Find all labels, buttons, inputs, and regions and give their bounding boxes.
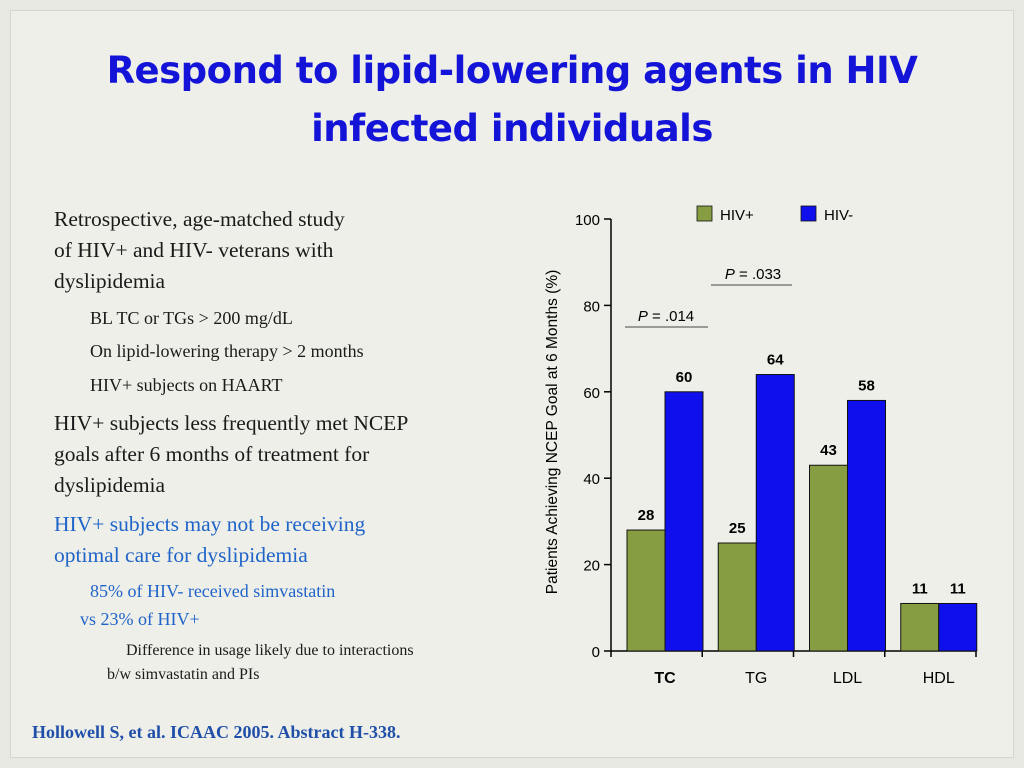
x-tick-label-tc: TC <box>654 670 676 687</box>
bar-tc-hiv-pos <box>626 529 666 652</box>
p-value-text: = .033 <box>735 266 781 283</box>
tertiary-bullet-line-2: b/w simvastatin and PIs <box>107 666 260 683</box>
legend-swatch-hiv-pos <box>696 205 713 222</box>
p-value-annotation-2: P = .033 <box>725 266 781 283</box>
bullet-3-line-1: HIV+ subjects may not be receiving <box>54 512 366 536</box>
y-tick-label-0: 0 <box>592 644 600 661</box>
y-tick-label-60: 60 <box>583 385 600 402</box>
bar-tg-hiv-pos <box>717 542 757 652</box>
data-label-hdl-hiv-neg: 11 <box>950 580 966 597</box>
data-label-tg-hiv-neg: 64 <box>767 352 784 369</box>
bullet-1-line-1: Retrospective, age-matched study <box>54 207 345 231</box>
x-tick-label-ldl: LDL <box>833 670 862 687</box>
y-tick-label-20: 20 <box>583 558 600 575</box>
y-tick-label-40: 40 <box>583 471 600 488</box>
x-tick-label-tg: TG <box>745 670 767 687</box>
p-value-text: = .014 <box>648 308 694 325</box>
bar-tc-hiv-neg <box>664 391 704 652</box>
data-label-tg-hiv-pos: 25 <box>729 520 746 537</box>
legend-label-hiv-neg: HIV- <box>824 207 853 224</box>
bullet-3-line-2: optimal care for dyslipidemia <box>54 543 308 567</box>
bar-ldl-hiv-pos <box>809 464 848 652</box>
slide-title: Respond to lipid-lowering agents in HIV … <box>0 42 1024 158</box>
bullet-2-line-2: goals after 6 months of treatment for <box>54 442 370 466</box>
bar-hdl-hiv-pos <box>900 602 940 652</box>
sub-bullet-3: HIV+ subjects on HAART <box>90 375 283 395</box>
data-label-tc-hiv-pos: 28 <box>638 507 655 524</box>
sub-bullet-4-line-2: vs 23% of HIV+ <box>80 609 200 629</box>
p-value-annotation-1: P = .014 <box>638 308 694 325</box>
bullet-2-line-3: dyslipidemia <box>54 473 166 497</box>
bar-hdl-hiv-neg <box>938 602 978 652</box>
sub-bullet-2: On lipid-lowering therapy > 2 months <box>90 341 364 361</box>
x-tick-label-hdl: HDL <box>923 670 955 687</box>
sub-bullet-1: BL TC or TGs > 200 mg/dL <box>90 308 293 328</box>
bar-ldl-hiv-neg <box>847 399 886 652</box>
title-line-1: Respond to lipid-lowering agents in HIV <box>106 49 918 92</box>
title-line-2: infected individuals <box>311 107 713 150</box>
reference-citation: Hollowell S, et al. ICAAC 2005. Abstract… <box>32 722 401 742</box>
data-label-tc-hiv-neg: 60 <box>676 369 693 386</box>
tertiary-bullet-line-1: Difference in usage likely due to intera… <box>126 642 414 659</box>
bullet-1-line-3: dyslipidemia <box>54 269 166 293</box>
p-value-italic-p: P <box>638 308 648 325</box>
y-tick-label-100: 100 <box>575 212 600 229</box>
p-value-italic-p: P <box>725 266 735 283</box>
sub-bullet-4-line-1: 85% of HIV- received simvastatin <box>90 581 336 601</box>
bullet-2-line-1: HIV+ subjects less frequently met NCEP <box>54 411 409 435</box>
data-label-hdl-hiv-pos: 11 <box>912 580 928 597</box>
legend-swatch-hiv-neg <box>800 205 817 222</box>
y-axis-title: Patients Achieving NCEP Goal at 6 Months… <box>544 270 561 595</box>
data-label-ldl-hiv-pos: 43 <box>820 442 837 459</box>
data-label-ldl-hiv-neg: 58 <box>858 377 875 394</box>
bullet-1-line-2: of HIV+ and HIV- veterans with <box>54 238 334 262</box>
y-tick-label-80: 80 <box>583 298 600 315</box>
legend-label-hiv-pos: HIV+ <box>720 207 754 224</box>
bar-tg-hiv-neg <box>755 374 795 652</box>
